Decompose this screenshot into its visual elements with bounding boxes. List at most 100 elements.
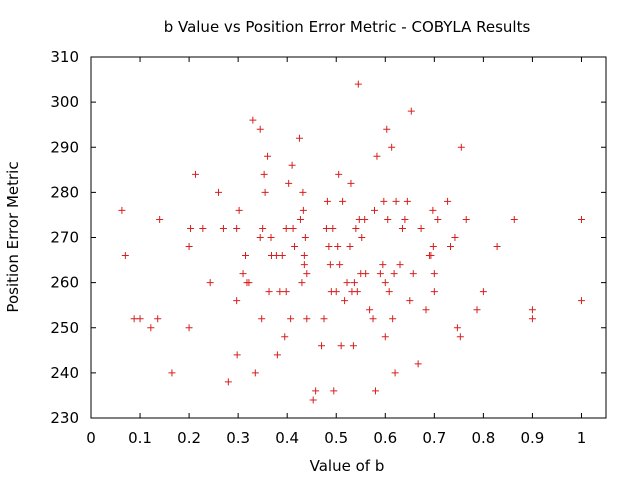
- data-point: [407, 107, 415, 115]
- data-point: [396, 261, 404, 269]
- y-tick-label: 240: [50, 364, 79, 382]
- data-point: [330, 387, 338, 395]
- data-point: [130, 315, 138, 323]
- data-point: [389, 315, 397, 323]
- data-point: [336, 261, 344, 269]
- chart-title: b Value vs Position Error Metric - COBYL…: [164, 18, 531, 36]
- data-point: [350, 279, 358, 287]
- data-point: [462, 215, 470, 223]
- data-point: [409, 270, 417, 278]
- data-point: [447, 243, 455, 251]
- data-point: [121, 252, 129, 260]
- data-point: [453, 324, 461, 332]
- data-point: [430, 288, 438, 296]
- data-point: [282, 288, 290, 296]
- data-point: [406, 297, 414, 305]
- x-tick-label: 0.7: [422, 429, 446, 447]
- x-tick-label: 0.5: [324, 429, 348, 447]
- plot-frame: [90, 56, 607, 419]
- data-point: [325, 243, 333, 251]
- data-point: [353, 288, 361, 296]
- data-point: [347, 179, 355, 187]
- data-point: [278, 252, 286, 260]
- data-point: [312, 387, 320, 395]
- y-tick-label: 290: [50, 138, 79, 156]
- data-point: [298, 279, 306, 287]
- data-point: [379, 261, 387, 269]
- data-point: [320, 315, 328, 323]
- data-point: [371, 387, 379, 395]
- data-point: [303, 315, 311, 323]
- x-axis: 0 0.1 0.2 0.3 0.4 0.5 0.6 0.7 0.8 0.9 1: [86, 57, 586, 447]
- data-point: [341, 297, 349, 305]
- x-tick-label: 0.3: [226, 429, 250, 447]
- data-point: [191, 170, 199, 178]
- data-point: [457, 143, 465, 151]
- data-point: [343, 279, 351, 287]
- data-point: [296, 215, 304, 223]
- data-point: [303, 270, 311, 278]
- data-point: [398, 224, 406, 232]
- data-point: [154, 315, 162, 323]
- data-point: [249, 116, 257, 124]
- data-point: [369, 315, 377, 323]
- data-point: [479, 288, 487, 296]
- data-point: [289, 224, 297, 232]
- data-point: [354, 80, 362, 88]
- y-tick-label: 260: [50, 274, 79, 292]
- data-point: [329, 224, 337, 232]
- data-point: [215, 188, 223, 196]
- data-point: [403, 197, 411, 205]
- data-point: [187, 224, 195, 232]
- data-point: [370, 206, 378, 214]
- data-point: [434, 215, 442, 223]
- data-point: [185, 243, 193, 251]
- data-point: [260, 170, 268, 178]
- data-point: [318, 342, 326, 350]
- data-point: [352, 224, 360, 232]
- x-tick-label: 0: [86, 429, 96, 447]
- data-point: [390, 270, 398, 278]
- data-point: [417, 224, 425, 232]
- x-axis-label: Value of b: [310, 457, 385, 475]
- data-point: [326, 261, 334, 269]
- data-point: [256, 234, 264, 241]
- data-point: [422, 306, 430, 314]
- data-point: [282, 224, 290, 232]
- data-point: [309, 396, 317, 404]
- data-point: [335, 170, 343, 178]
- data-point: [272, 252, 280, 260]
- y-tick-label: 270: [50, 229, 79, 247]
- data-point: [385, 288, 393, 296]
- data-point: [381, 333, 389, 341]
- data-point: [528, 306, 536, 314]
- data-point: [299, 188, 307, 196]
- data-point: [528, 315, 536, 323]
- data-point: [361, 215, 369, 223]
- data-point: [301, 234, 309, 241]
- data-point: [235, 206, 243, 214]
- y-axis-label: Position Error Metric: [4, 161, 22, 312]
- x-tick-label: 1: [577, 429, 587, 447]
- data-point: [388, 143, 396, 151]
- data-point: [219, 224, 227, 232]
- x-tick-label: 0.1: [128, 429, 152, 447]
- data-point: [430, 270, 438, 278]
- data-point: [339, 197, 347, 205]
- data-point: [429, 243, 437, 251]
- data-point: [373, 152, 381, 160]
- data-point: [273, 351, 281, 359]
- data-point: [299, 206, 307, 214]
- data-point: [233, 224, 241, 232]
- data-point: [392, 197, 400, 205]
- data-point: [300, 252, 308, 260]
- y-tick-label: 310: [50, 48, 79, 66]
- data-point: [362, 270, 370, 278]
- data-point: [287, 315, 295, 323]
- data-point: [391, 369, 399, 377]
- data-point: [295, 134, 303, 142]
- data-point: [451, 234, 459, 241]
- data-point: [156, 215, 164, 223]
- data-point: [242, 252, 249, 260]
